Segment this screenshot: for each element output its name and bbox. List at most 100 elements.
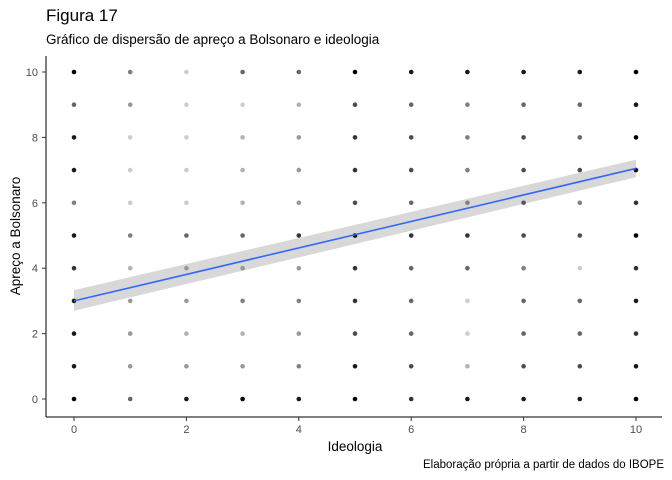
points-layer (71, 69, 639, 402)
data-point (633, 331, 639, 336)
data-point (240, 135, 245, 140)
data-point (521, 298, 526, 304)
data-point (184, 200, 189, 206)
data-point (296, 167, 302, 173)
y-tick-label: 0 (32, 394, 38, 406)
data-point (296, 102, 302, 107)
data-point (408, 167, 414, 173)
y-tick-label: 2 (32, 329, 38, 341)
data-point (184, 396, 189, 402)
data-point (521, 135, 526, 140)
data-point (577, 135, 583, 140)
data-point (633, 135, 639, 140)
data-point (296, 265, 302, 271)
data-point (408, 364, 414, 369)
data-point (577, 102, 583, 107)
data-point (184, 233, 189, 238)
data-point (352, 331, 358, 336)
data-point (465, 298, 470, 304)
x-tick-label: 4 (296, 424, 302, 436)
data-point (71, 167, 77, 173)
data-point (127, 135, 133, 140)
x-ticks: 0 2 4 6 8 10 (71, 417, 642, 436)
data-point (521, 102, 526, 107)
data-point (184, 265, 189, 271)
trend-line-layer (73, 167, 637, 302)
data-point (465, 364, 470, 369)
data-point (577, 200, 583, 206)
data-point (408, 69, 414, 75)
data-point (296, 331, 302, 336)
data-point (127, 102, 133, 107)
data-point (465, 167, 470, 173)
x-tick-label: 10 (630, 424, 642, 436)
data-point (521, 364, 526, 369)
data-point (577, 69, 583, 75)
data-point (521, 69, 526, 75)
data-point (577, 364, 583, 369)
data-point (408, 102, 414, 107)
y-tick-label: 4 (32, 263, 38, 275)
data-point (521, 167, 526, 173)
data-point (296, 298, 302, 304)
data-point (240, 364, 245, 369)
data-point (633, 364, 639, 369)
data-point (240, 331, 245, 336)
data-point (465, 265, 470, 271)
data-point (71, 233, 77, 238)
data-point (352, 200, 358, 206)
y-ticks: 0 2 4 6 8 10 (26, 67, 46, 406)
data-point (465, 200, 470, 206)
y-tick-label: 10 (26, 67, 38, 79)
data-point (296, 396, 302, 402)
data-point (184, 167, 189, 173)
data-point (465, 102, 470, 107)
data-point (521, 331, 526, 336)
data-point (352, 298, 358, 304)
data-point (633, 200, 639, 206)
data-point (408, 200, 414, 206)
data-point (184, 102, 189, 107)
data-point (577, 298, 583, 304)
data-point (184, 298, 189, 304)
data-point (296, 69, 302, 75)
data-point (240, 298, 245, 304)
data-point (408, 233, 414, 238)
data-point (352, 167, 358, 173)
data-point (71, 265, 77, 271)
data-point (240, 167, 245, 173)
data-point (408, 396, 414, 402)
data-point (127, 331, 133, 336)
x-axis-title: Ideologia (328, 439, 383, 454)
data-point (633, 265, 639, 271)
data-point (240, 233, 245, 238)
data-point (352, 102, 358, 107)
data-point (352, 135, 358, 140)
data-point (408, 298, 414, 304)
data-point (127, 69, 133, 75)
x-tick-label: 8 (521, 424, 527, 436)
data-point (296, 200, 302, 206)
data-point (577, 265, 583, 271)
data-point (352, 396, 358, 402)
data-point (577, 331, 583, 336)
data-point (71, 102, 77, 107)
data-point (71, 364, 77, 369)
x-tick-label: 0 (71, 424, 77, 436)
y-axis-title: Apreço a Bolsonaro (8, 177, 23, 296)
data-point (240, 69, 245, 75)
data-point (184, 331, 189, 336)
data-point (184, 135, 189, 140)
data-point (296, 233, 302, 238)
data-point (465, 135, 470, 140)
data-point (71, 135, 77, 140)
trend-line (73, 167, 637, 302)
y-tick-label: 8 (32, 132, 38, 144)
data-point (127, 396, 133, 402)
data-point (633, 102, 639, 107)
data-point (240, 200, 245, 206)
data-point (71, 200, 77, 206)
data-point (521, 396, 526, 402)
data-point (127, 265, 133, 271)
